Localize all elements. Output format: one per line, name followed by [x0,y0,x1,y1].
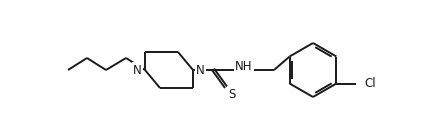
Text: N: N [196,63,205,76]
Text: Cl: Cl [364,77,376,90]
Text: N: N [133,63,142,76]
Text: NH: NH [235,60,253,74]
Text: S: S [228,87,236,100]
